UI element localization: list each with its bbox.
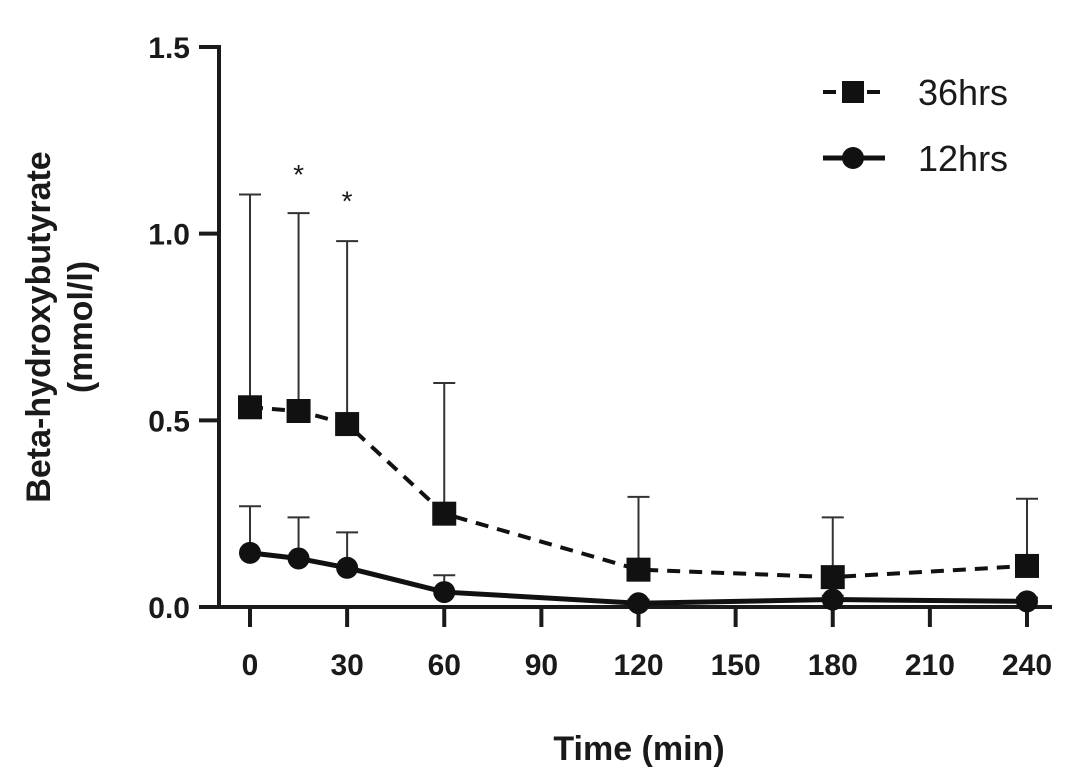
series-layer xyxy=(238,193,1039,615)
y-axis-title-line1: Beta-hydroxybutyrate xyxy=(20,151,58,502)
x-tick-label: 90 xyxy=(525,649,558,682)
significance-asterisk: * xyxy=(342,185,353,216)
significance-asterisk: * xyxy=(293,159,304,190)
legend-item: 36hrs xyxy=(823,72,1008,113)
annotation-layer: ** xyxy=(293,159,353,216)
data-point xyxy=(626,557,651,582)
data-point xyxy=(1016,590,1038,613)
y-axis-title-line2: (mmol/l) xyxy=(62,261,100,393)
data-point xyxy=(336,556,359,579)
y-tick-label: 1.0 xyxy=(148,219,190,252)
series-12hrs xyxy=(239,505,1038,615)
y-tick-label: 1.5 xyxy=(148,32,190,65)
data-point xyxy=(335,412,360,437)
series-36hrs xyxy=(238,193,1039,590)
x-tick-label: 240 xyxy=(1002,649,1052,682)
data-point xyxy=(432,501,457,526)
x-tick-label: 210 xyxy=(905,649,955,682)
x-tick-label: 0 xyxy=(242,649,259,682)
data-point xyxy=(820,565,845,590)
legend-marker xyxy=(842,81,864,103)
data-point xyxy=(238,395,262,420)
data-point xyxy=(239,541,261,564)
x-tick-label: 30 xyxy=(330,649,363,682)
axes: 0.0 0.5 1.0 1.5 0 30 60 90 120 150 180 210 240 xyxy=(148,32,1052,682)
legend-label: 12hrs xyxy=(918,138,1008,179)
legend-label: 36hrs xyxy=(918,72,1008,113)
data-point xyxy=(821,588,844,611)
legend-item: 12hrs xyxy=(823,138,1008,179)
x-tick-label: 150 xyxy=(711,649,761,682)
data-point xyxy=(287,547,310,570)
legend-marker xyxy=(842,147,864,169)
y-tick-label: 0.5 xyxy=(148,405,190,438)
legend: 36hrs 12hrs xyxy=(823,72,1008,179)
data-point xyxy=(627,592,650,615)
x-tick-label: 180 xyxy=(808,649,858,682)
y-axis-title: Beta-hydroxybutyrate (mmol/l) xyxy=(20,151,100,502)
x-tick-label: 60 xyxy=(428,649,461,682)
data-point xyxy=(433,581,456,604)
x-axis-title: Time (min) xyxy=(553,730,724,768)
data-point xyxy=(286,399,311,423)
y-tick-label: 0.0 xyxy=(148,592,190,625)
x-tick-label: 120 xyxy=(613,649,663,682)
data-point xyxy=(1015,553,1039,578)
